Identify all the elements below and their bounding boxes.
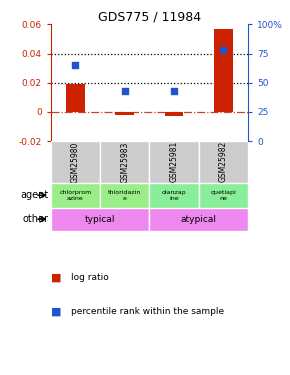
Bar	[149, 208, 248, 231]
Text: quetiapi
ne: quetiapi ne	[211, 190, 236, 201]
Bar	[100, 141, 149, 183]
Bar	[51, 208, 149, 231]
Text: other: other	[23, 214, 49, 224]
Text: GSM25983: GSM25983	[120, 141, 129, 183]
Text: ■: ■	[51, 306, 61, 316]
Text: chlorprom
azine: chlorprom azine	[59, 190, 92, 201]
Text: typical: typical	[85, 214, 115, 223]
Bar	[115, 112, 134, 115]
Bar	[66, 84, 85, 112]
Text: percentile rank within the sample: percentile rank within the sample	[71, 307, 224, 316]
Text: log ratio: log ratio	[71, 273, 109, 282]
Text: agent: agent	[21, 190, 49, 200]
Bar	[199, 141, 248, 183]
Bar	[51, 141, 100, 183]
Text: GSM25980: GSM25980	[71, 141, 80, 183]
Point	[73, 62, 78, 68]
Text: thioridazin
e: thioridazin e	[108, 190, 142, 201]
Text: ■: ■	[51, 273, 61, 282]
Bar	[51, 183, 100, 208]
Bar	[165, 112, 183, 116]
Bar	[149, 141, 199, 183]
Point	[122, 88, 127, 94]
Bar	[100, 183, 149, 208]
Text: GSM25981: GSM25981	[169, 141, 179, 183]
Point	[221, 47, 226, 53]
Bar	[214, 29, 233, 112]
Text: GSM25982: GSM25982	[219, 141, 228, 183]
Text: atypical: atypical	[181, 214, 217, 223]
Title: GDS775 / 11984: GDS775 / 11984	[98, 10, 201, 23]
Bar	[199, 183, 248, 208]
Text: olanzap
ine: olanzap ine	[162, 190, 186, 201]
Bar	[149, 183, 199, 208]
Point	[172, 88, 176, 94]
